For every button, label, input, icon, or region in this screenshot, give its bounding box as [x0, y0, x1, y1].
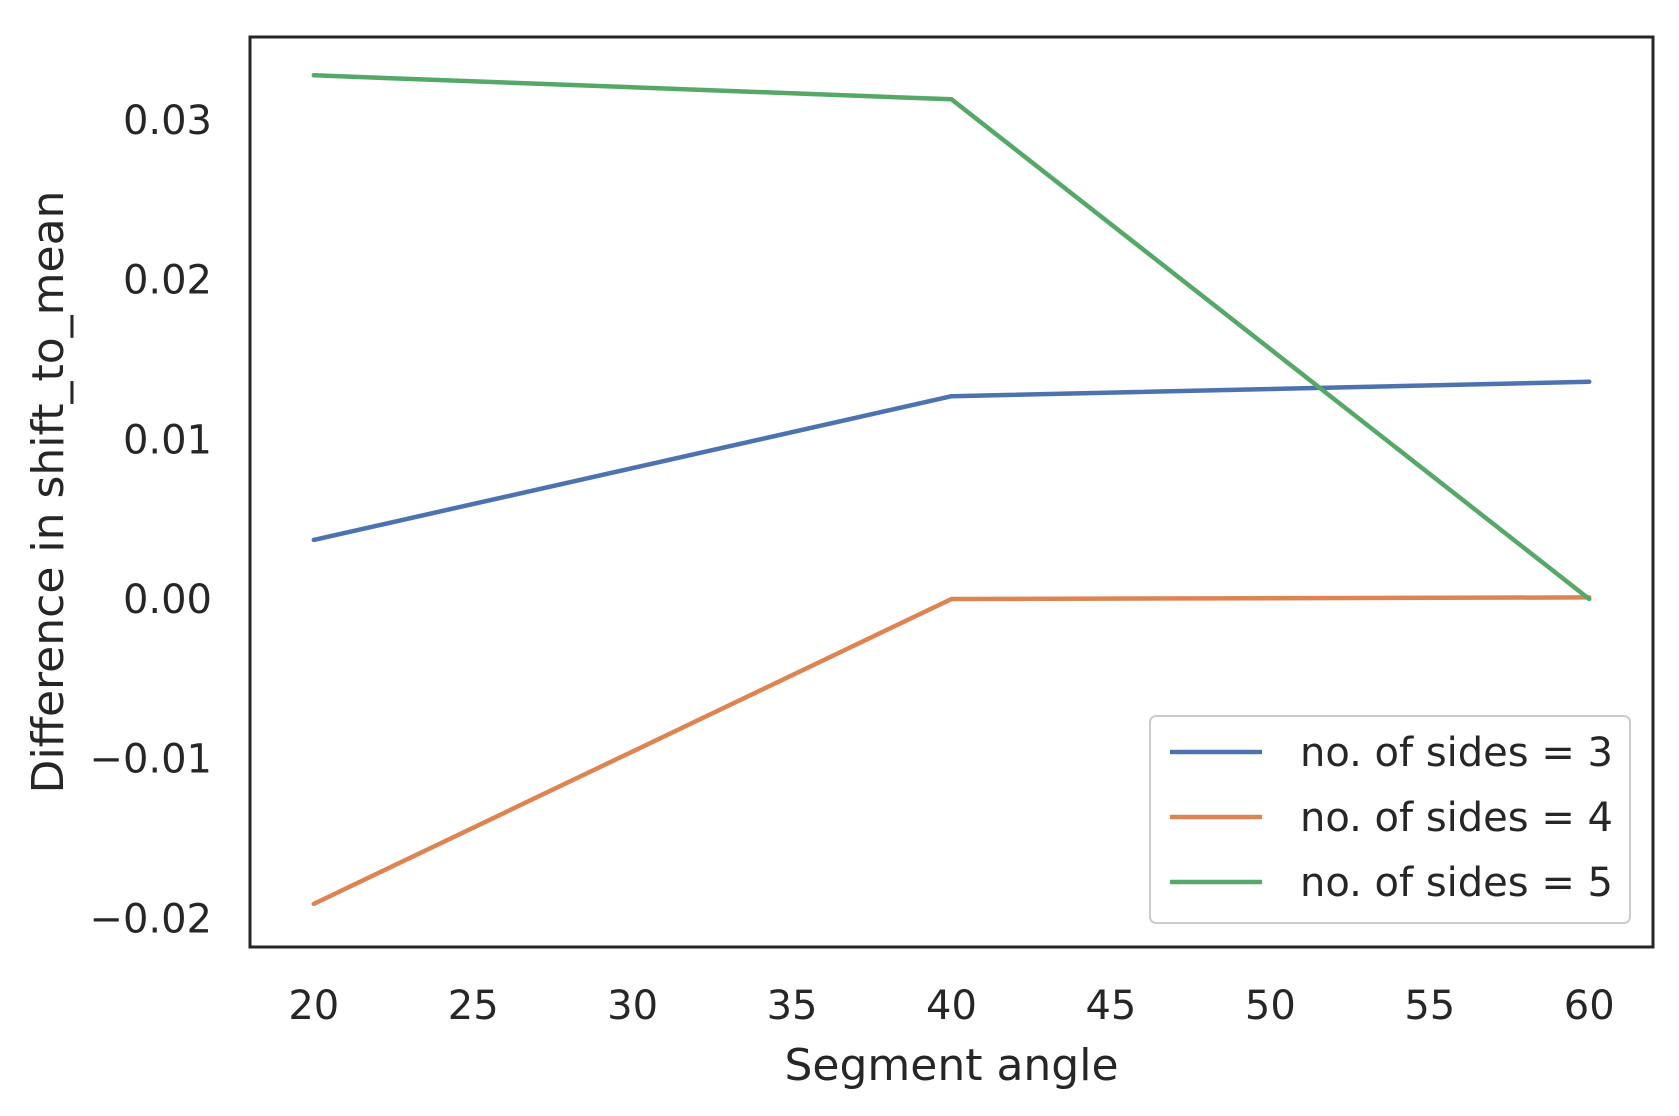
x-tick-label: 50 [1245, 983, 1296, 1029]
y-tick-label: 0.03 [123, 98, 212, 144]
x-tick-label: 60 [1564, 983, 1615, 1029]
x-axis-label: Segment angle [784, 1040, 1118, 1091]
y-tick-label: 0.00 [123, 577, 212, 623]
x-tick-label: 40 [926, 983, 977, 1029]
legend-label-1: no. of sides = 3 [1300, 730, 1613, 776]
x-tick-label: 25 [448, 983, 499, 1029]
y-tick-label: 0.01 [123, 417, 212, 463]
x-tick-label: 45 [1085, 983, 1136, 1029]
series-layer [311, 73, 1592, 907]
series-line-2 [311, 595, 1592, 907]
y-tick-labels: −0.02 −0.01 0.00 0.01 0.02 0.03 [89, 98, 212, 942]
legend-label-2: no. of sides = 4 [1300, 795, 1613, 841]
x-tick-labels: 20 25 30 35 40 45 50 55 60 [288, 983, 1614, 1029]
y-tick-label: −0.02 [89, 896, 212, 942]
legend-label-3: no. of sides = 5 [1300, 860, 1613, 906]
x-tick-label: 55 [1404, 983, 1455, 1029]
y-tick-label: −0.01 [89, 737, 212, 783]
y-axis-label: Difference in shift_to_mean [23, 191, 74, 794]
x-tick-label: 30 [607, 983, 658, 1029]
legend-frame [1149, 715, 1631, 924]
legend: no. of sides = 3 no. of sides = 4 no. of s… [1149, 715, 1631, 924]
series-line-3 [311, 73, 1592, 602]
x-tick-label: 35 [767, 983, 818, 1029]
x-tick-label: 20 [288, 983, 339, 1029]
series-line-1 [311, 379, 1592, 543]
y-tick-label: 0.02 [123, 258, 212, 304]
